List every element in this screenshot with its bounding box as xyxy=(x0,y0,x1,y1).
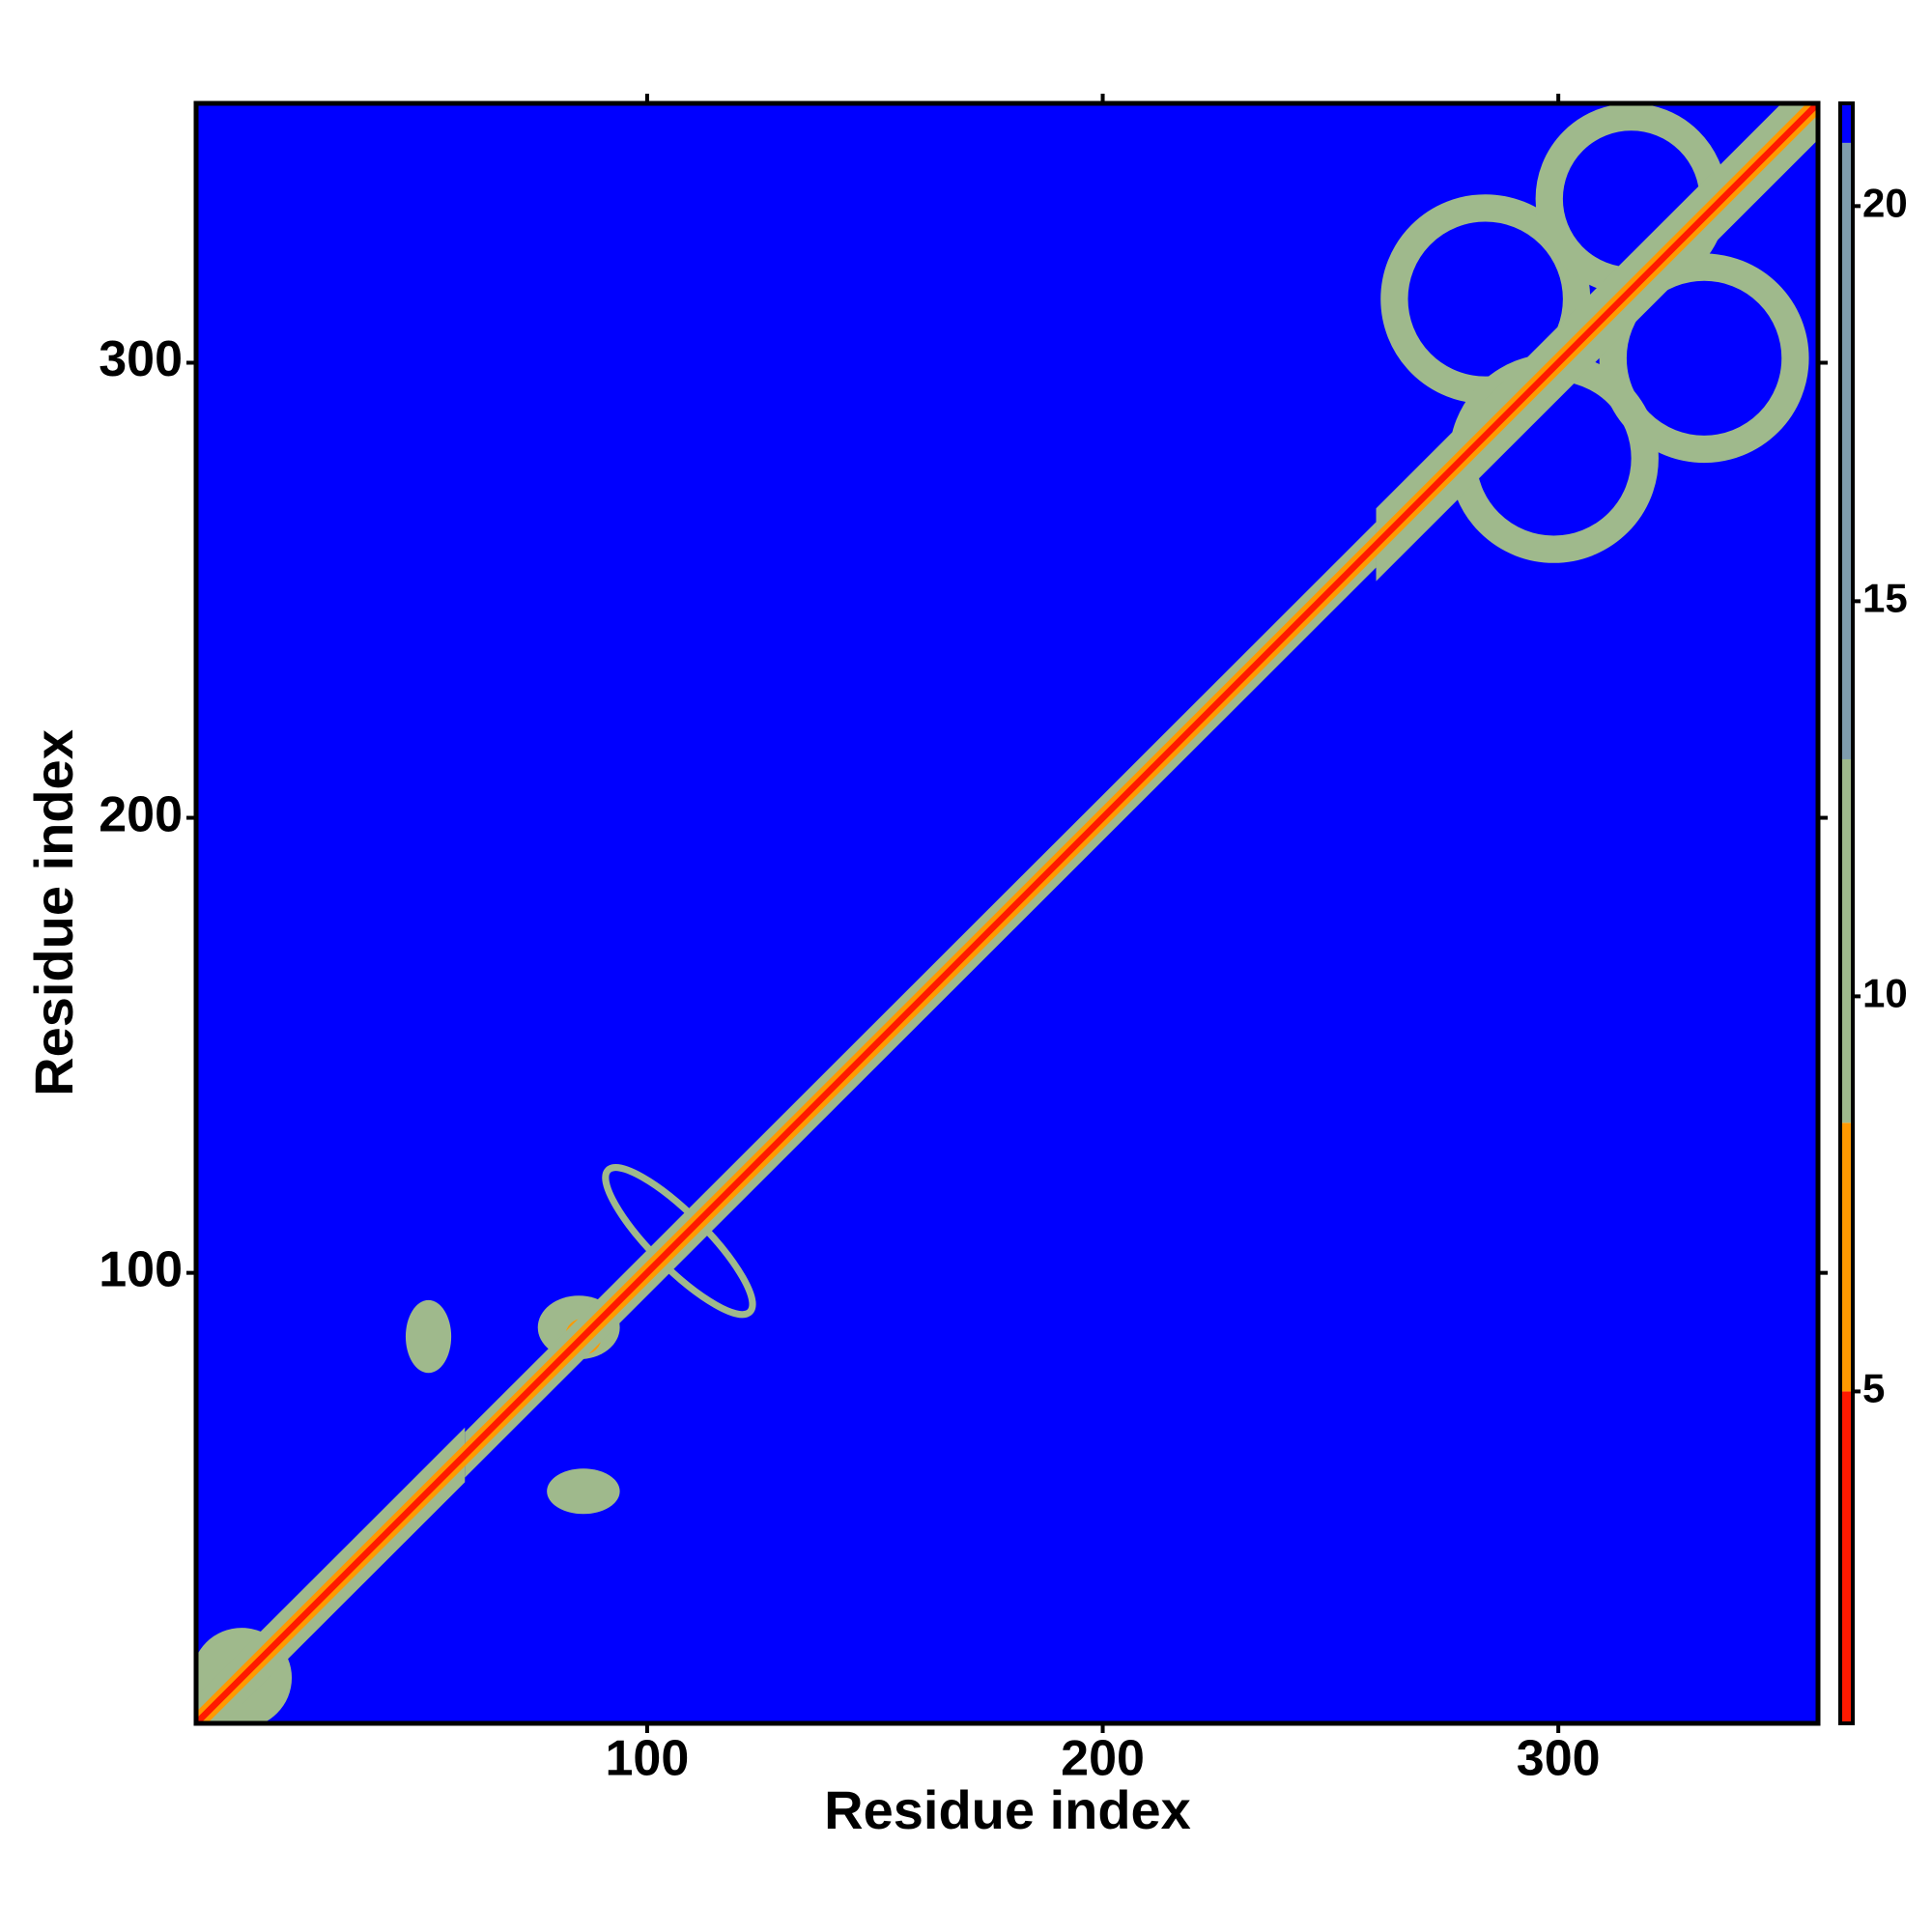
x-tick-label: 100 xyxy=(606,1731,690,1787)
y-axis-label: Residue index xyxy=(23,729,84,1096)
colorbar-tick-label: 10 xyxy=(1862,970,1908,1015)
y-tick-label: 200 xyxy=(99,786,183,842)
colorbar-tick-label: 5 xyxy=(1862,1366,1885,1411)
x-tick-label: 200 xyxy=(1061,1731,1145,1787)
colorbar-segment xyxy=(1840,758,1853,1123)
colorbar-segment xyxy=(1840,1122,1853,1392)
y-tick-label: 300 xyxy=(99,331,183,387)
diagonal-band xyxy=(196,103,1818,1723)
contact-ring xyxy=(1599,253,1809,464)
colorbar-tick-label: 15 xyxy=(1862,575,1908,620)
y-tick-label: 100 xyxy=(99,1241,183,1297)
contact-patch xyxy=(405,1299,452,1374)
plot-area xyxy=(196,103,1818,1723)
colorbar-segment xyxy=(1840,1391,1853,1723)
colorbar-frame xyxy=(1838,101,1855,1725)
colorbar-segment xyxy=(1840,142,1853,759)
plot-frame xyxy=(193,100,1821,1726)
colorbar-tick-label: 20 xyxy=(1862,180,1908,225)
contact-patch xyxy=(547,1468,620,1515)
x-axis-label: Residue index xyxy=(824,1779,1191,1840)
x-tick-label: 300 xyxy=(1517,1731,1601,1787)
colorbar-segment xyxy=(1840,103,1853,143)
